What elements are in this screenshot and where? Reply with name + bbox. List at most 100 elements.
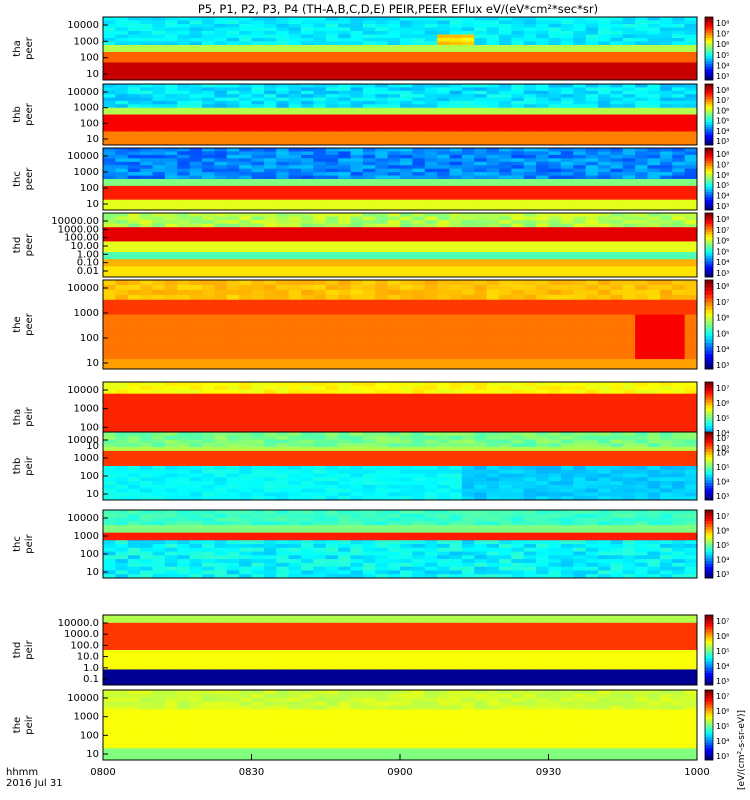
- spectrogram-cell: [239, 382, 252, 387]
- spectrogram-cell: [387, 158, 401, 163]
- spectrogram-cell: [375, 248, 389, 253]
- spectrogram-cell: [461, 206, 475, 211]
- spectrogram-cell: [387, 73, 401, 77]
- spectrogram-cell: [263, 389, 277, 395]
- spectrogram-cell: [449, 314, 463, 320]
- spectrogram-cell: [288, 124, 302, 129]
- spectrogram-cell: [362, 259, 376, 264]
- spectrogram-cell: [115, 393, 129, 398]
- spectrogram-cell: [672, 154, 686, 159]
- spectrogram-cell: [610, 294, 624, 301]
- spectrogram-cell: [202, 241, 215, 246]
- spectrogram-cell: [202, 227, 215, 232]
- spectrogram-cell: [573, 273, 587, 278]
- spectrogram-cell: [536, 182, 549, 187]
- spectrogram-cell: [647, 59, 661, 63]
- colorbar-segment: [705, 134, 713, 138]
- spectrogram-cell: [325, 87, 339, 92]
- spectrogram-cell: [127, 413, 141, 418]
- spectrogram-cell: [115, 259, 129, 264]
- spectrogram-cell: [140, 27, 153, 32]
- spectrogram-cell: [400, 17, 413, 21]
- spectrogram-cell: [288, 165, 302, 170]
- spectrogram-cell: [325, 364, 339, 370]
- spectrogram-cell: [301, 393, 314, 398]
- colorbar-segment: [705, 171, 713, 175]
- spectrogram-cell: [598, 114, 611, 119]
- spectrogram-cell: [548, 203, 562, 207]
- spectrogram-cell: [189, 299, 203, 306]
- spectrogram-cell: [103, 299, 116, 306]
- spectrogram-cell: [449, 90, 463, 95]
- spectrogram-cell: [548, 344, 562, 350]
- spectrogram-cell: [115, 324, 129, 330]
- spectrogram-cell: [189, 344, 203, 350]
- spectrogram-cell: [598, 124, 611, 129]
- spectrogram-cell: [313, 168, 327, 173]
- spectrogram-cell: [647, 87, 661, 92]
- spectrogram-cell: [239, 31, 252, 35]
- spectrogram-cell: [511, 45, 525, 49]
- spectrogram-cell: [536, 216, 549, 221]
- spectrogram-cell: [325, 76, 339, 81]
- spectrogram-cell: [523, 76, 537, 81]
- spectrogram-cell: [103, 289, 116, 296]
- spectrogram-cell: [585, 100, 599, 105]
- spectrogram-cell: [412, 97, 426, 102]
- spectrogram-cell: [560, 266, 574, 271]
- spectrogram-cell: [499, 107, 512, 112]
- spectrogram-cell: [239, 66, 252, 70]
- spectrogram-cell: [115, 121, 129, 126]
- spectrogram-cell: [226, 124, 240, 129]
- spectrogram-cell: [449, 284, 463, 291]
- spectrogram-cell: [511, 172, 525, 176]
- spectrogram-cell: [486, 111, 500, 115]
- spectrogram-cell: [486, 117, 500, 122]
- spectrogram-cell: [585, 206, 599, 211]
- y-tick-label: 0.01: [77, 266, 99, 277]
- spectrogram-cell: [263, 424, 277, 430]
- spectrogram-cell: [214, 344, 228, 350]
- spectrogram-cell: [400, 151, 413, 156]
- spectrogram-cell: [325, 158, 339, 163]
- spectrogram-cell: [635, 151, 648, 156]
- spectrogram-cell: [362, 138, 376, 143]
- spectrogram-cell: [499, 52, 512, 56]
- spectrogram-cell: [560, 175, 574, 180]
- spectrogram-cell: [684, 59, 698, 63]
- spectrogram-cell: [288, 31, 302, 35]
- spectrogram-cell: [140, 259, 153, 264]
- spectrogram-cell: [288, 196, 302, 201]
- spectrogram-cell: [164, 45, 178, 49]
- colorbar-segment: [705, 176, 713, 180]
- spectrogram-cell: [622, 309, 636, 316]
- spectrogram-cell: [325, 309, 339, 316]
- spectrogram-cell: [177, 227, 191, 232]
- spectrogram-cell: [387, 34, 401, 39]
- spectrogram-cell: [635, 124, 648, 129]
- spectrogram-cell: [164, 428, 178, 433]
- spectrogram-cell: [338, 230, 351, 235]
- spectrogram-cell: [511, 216, 525, 221]
- spectrogram-cell: [164, 59, 178, 63]
- spectrogram-cell: [536, 48, 549, 53]
- spectrogram-cell: [251, 161, 265, 166]
- spectrogram-cell: [610, 27, 624, 32]
- spectrogram-cell: [263, 314, 277, 320]
- spectrogram-cell: [486, 344, 500, 350]
- spectrogram-cell: [115, 168, 129, 173]
- spectrogram-cell: [659, 172, 673, 176]
- spectrogram-cell: [523, 90, 537, 95]
- spectrogram-cell: [189, 405, 203, 410]
- spectrogram-cell: [115, 182, 129, 187]
- spectrogram-cell: [635, 339, 648, 345]
- spectrogram-cell: [387, 329, 401, 335]
- spectrogram-cell: [412, 128, 426, 132]
- spectrogram-cell: [598, 121, 611, 126]
- spectrogram-cell: [127, 62, 141, 67]
- spectrogram-cell: [263, 237, 277, 242]
- spectrogram-cell: [140, 131, 153, 136]
- spectrogram-cell: [177, 334, 191, 340]
- spectrogram-cell: [511, 304, 525, 311]
- spectrogram-cell: [461, 269, 475, 274]
